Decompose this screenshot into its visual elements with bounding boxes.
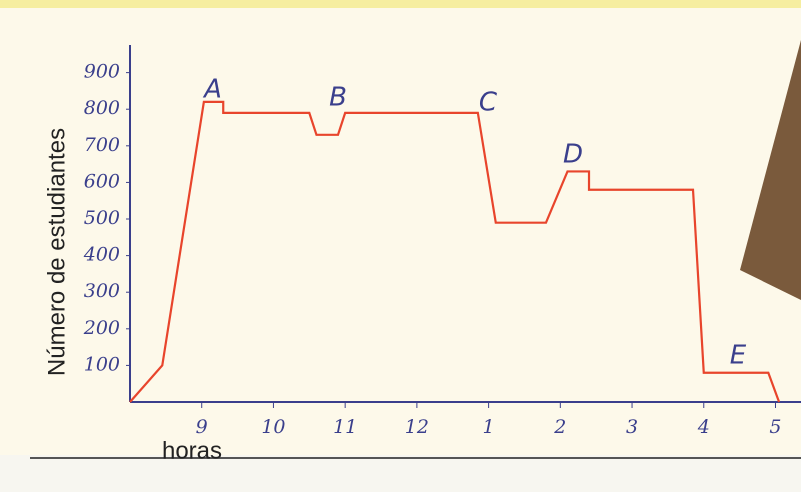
x-tick-label: 4 <box>697 416 710 438</box>
y-tick-label: 400 <box>83 244 120 266</box>
x-tick-label: 12 <box>405 416 429 438</box>
annotation: B <box>329 83 347 113</box>
x-tick-label: 5 <box>769 416 781 438</box>
x-tick-label: 10 <box>261 416 285 438</box>
y-axis-label: Número de estudiantes <box>43 128 70 376</box>
x-tick-label: 1 <box>483 416 495 438</box>
x-tick-label: 9 <box>196 416 208 438</box>
x-tick-label: 11 <box>333 416 357 438</box>
top-band <box>0 0 801 8</box>
y-tick-label: 600 <box>84 170 120 192</box>
bottom-strip <box>0 455 801 492</box>
chart: Número de estudiantes horas A B C D E 10… <box>0 0 801 492</box>
annotation: A <box>202 75 222 105</box>
x-tick-label: 2 <box>553 416 566 438</box>
annotation: C <box>479 88 498 118</box>
y-tick-label: 800 <box>84 97 120 119</box>
y-tick-label: 300 <box>84 280 120 302</box>
annotation: D <box>563 140 583 170</box>
y-tick-label: 700 <box>84 134 120 156</box>
x-tick-label: 3 <box>626 416 638 438</box>
y-tick-label: 500 <box>84 207 120 229</box>
annotation: E <box>730 341 747 371</box>
page: Número de estudiantes horas A B C D E 10… <box>0 0 801 492</box>
y-tick-label: 200 <box>83 317 120 339</box>
x-axis-label: horas <box>162 437 222 464</box>
y-tick-label: 900 <box>84 61 120 83</box>
y-tick-label: 100 <box>84 353 120 375</box>
background <box>0 0 801 492</box>
